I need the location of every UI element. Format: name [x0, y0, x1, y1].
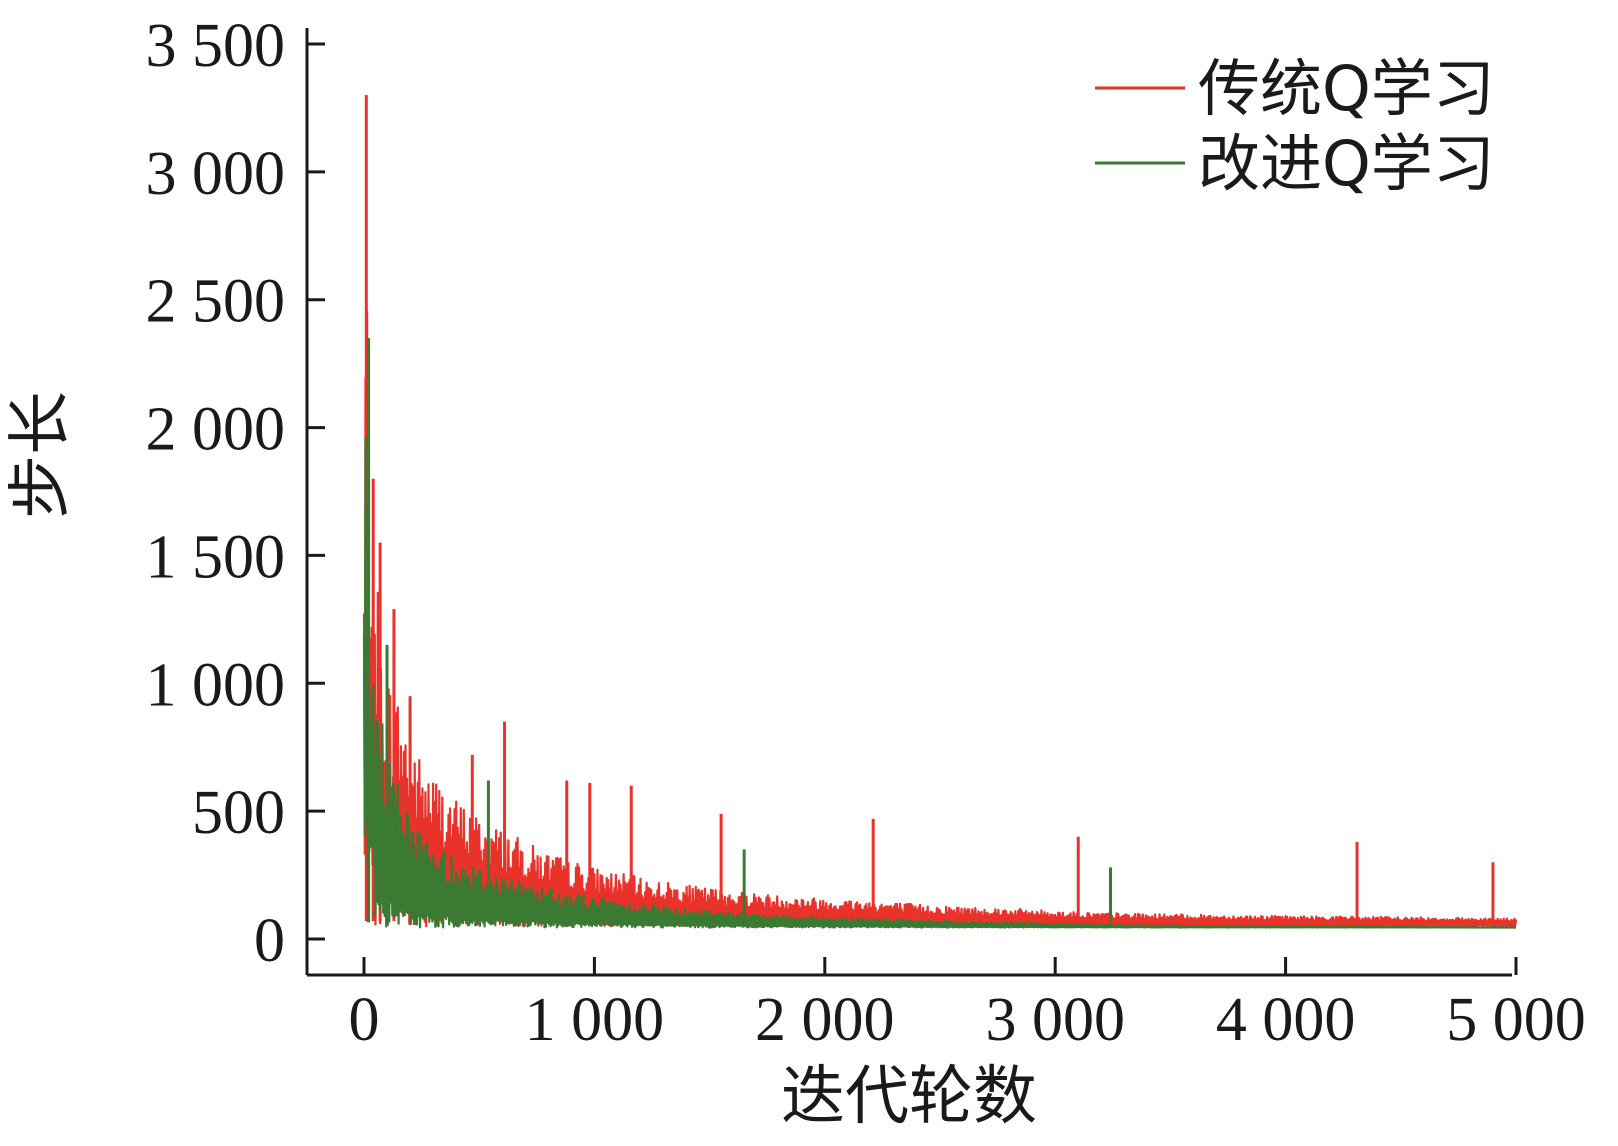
x-tick-label: 0 — [349, 986, 380, 1054]
axes — [305, 28, 1512, 977]
x-ticks: 0 1 000 2 000 3 000 4 000 5 000 — [349, 957, 1586, 1054]
y-tick-label: 3 000 — [146, 140, 286, 208]
x-tick-label: 4 000 — [1216, 986, 1356, 1054]
plot-area — [362, 95, 1518, 929]
series-line — [362, 437, 1517, 929]
series-2 — [362, 338, 1517, 929]
y-tick-label: 1 000 — [146, 651, 286, 719]
legend-label: 改进Q学习 — [1198, 127, 1495, 200]
y-tick-label: 1 500 — [146, 523, 286, 591]
y-axis-title: 步长 — [4, 391, 78, 519]
legend-label: 传统Q学习 — [1198, 52, 1495, 125]
x-axis-title: 迭代轮数 — [781, 1060, 1037, 1134]
y-ticks: 0 500 1 000 1 500 2 000 2 500 3 000 3 500 — [146, 12, 325, 975]
y-tick-label: 500 — [192, 779, 285, 847]
series-line — [362, 310, 1518, 928]
series-1 — [362, 95, 1518, 928]
x-tick-label: 5 000 — [1446, 986, 1586, 1054]
y-tick-label: 3 500 — [146, 12, 286, 80]
x-tick-label: 1 000 — [525, 986, 665, 1054]
x-tick-label: 2 000 — [755, 986, 895, 1054]
y-tick-label: 2 500 — [146, 268, 286, 336]
y-tick-label: 0 — [254, 907, 285, 975]
y-tick-label: 2 000 — [146, 396, 286, 464]
x-tick-label: 3 000 — [985, 986, 1125, 1054]
